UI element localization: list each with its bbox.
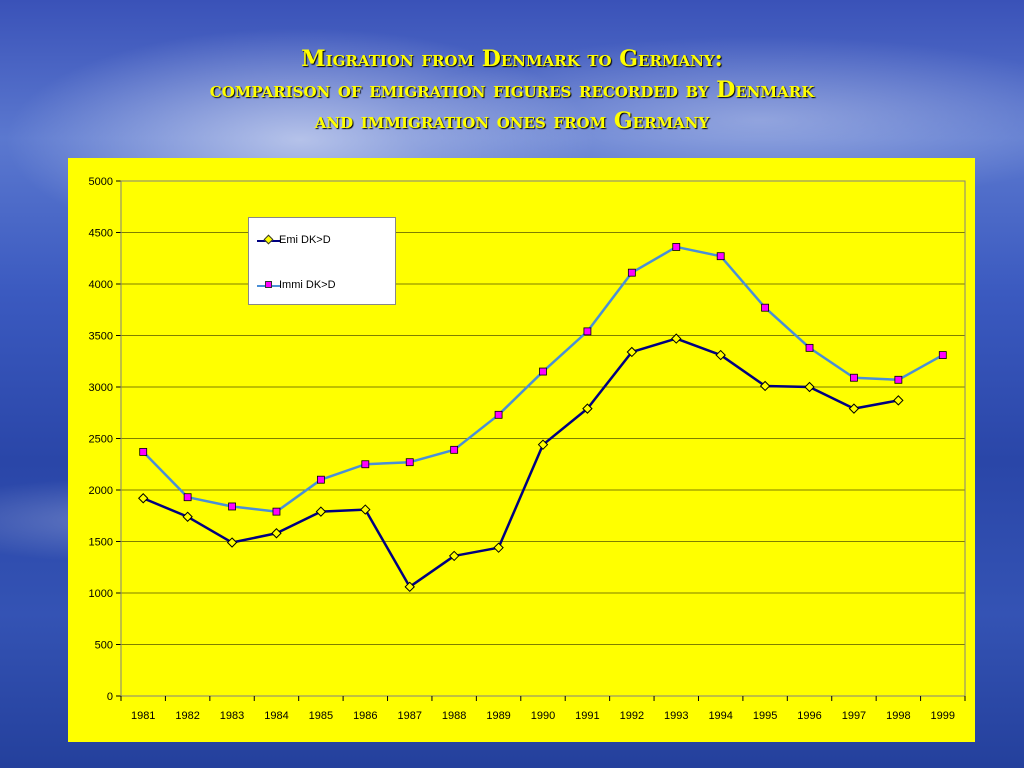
- legend-immi-marker: [265, 281, 272, 288]
- series-line-emi: [142, 337, 899, 589]
- data-point-emi: [671, 333, 682, 344]
- y-tick-label: 500: [95, 640, 113, 652]
- x-tick-label: 1993: [664, 710, 688, 722]
- chart-title-line-3: and immigration ones from Germany: [314, 108, 710, 134]
- y-tick-label: 5000: [89, 176, 113, 188]
- legend-immi-label: Immi DK>D: [279, 279, 336, 291]
- data-point-emi: [448, 550, 460, 562]
- data-point-immi: [450, 445, 459, 454]
- data-point-emi: [893, 395, 904, 406]
- data-point-immi: [938, 351, 947, 359]
- y-tick-label: 1500: [89, 537, 113, 549]
- data-point-emi: [226, 537, 238, 548]
- y-tick-label: 3500: [89, 331, 113, 343]
- x-tick-label: 1982: [175, 710, 199, 722]
- data-point-emi: [271, 528, 282, 539]
- x-tick-label: 1986: [353, 710, 377, 722]
- data-point-immi: [850, 373, 858, 382]
- chart-title: Migration from Denmark to Germany: compa…: [0, 44, 1024, 137]
- y-tick-label: 1000: [89, 588, 113, 600]
- data-point-emi: [626, 346, 638, 358]
- data-point-immi: [627, 268, 636, 277]
- x-tick-label: 1996: [797, 710, 821, 722]
- x-tick-label: 1987: [397, 710, 421, 722]
- data-point-immi: [405, 458, 414, 467]
- data-point-immi: [805, 343, 814, 352]
- data-point-immi: [183, 493, 192, 502]
- data-point-emi: [759, 380, 771, 392]
- x-tick-label: 1981: [131, 710, 155, 722]
- data-point-emi: [537, 439, 549, 450]
- data-point-immi: [583, 327, 592, 336]
- y-tick-label: 3000: [89, 382, 113, 394]
- data-point-emi: [315, 506, 327, 517]
- y-tick-label: 2500: [89, 434, 113, 446]
- data-point-immi: [672, 243, 681, 251]
- x-tick-label: 1991: [575, 710, 599, 722]
- x-tick-label: 1999: [931, 710, 955, 722]
- data-point-emi: [404, 581, 415, 593]
- y-tick-label: 4000: [89, 279, 113, 291]
- x-tick-label: 1989: [486, 710, 510, 722]
- data-point-immi: [894, 375, 903, 384]
- data-point-immi: [494, 410, 503, 419]
- x-tick-label: 1992: [620, 710, 644, 722]
- x-tick-label: 1995: [753, 710, 777, 722]
- x-tick-label: 1983: [220, 710, 244, 722]
- data-point-immi: [539, 367, 547, 376]
- x-tick-label: 1990: [531, 710, 555, 722]
- data-point-emi: [138, 493, 149, 504]
- x-tick-label: 1997: [842, 710, 866, 722]
- x-tick-label: 1985: [309, 710, 333, 722]
- plot-area-border: [120, 180, 966, 697]
- data-point-emi: [715, 349, 726, 361]
- data-point-immi: [361, 460, 370, 469]
- x-tick-label: 1998: [886, 710, 910, 722]
- data-point-emi: [493, 542, 504, 553]
- chart-title-line-1: Migration from Denmark to Germany:: [301, 46, 723, 72]
- data-point-immi: [716, 252, 725, 261]
- chart-title-line-2: comparison of emigration figures recorde…: [209, 77, 815, 103]
- y-tick-label: 2000: [89, 485, 113, 497]
- x-tick-label: 1988: [442, 710, 466, 722]
- data-point-immi: [228, 502, 236, 511]
- y-tick-label: 0: [107, 691, 113, 703]
- data-point-immi: [272, 507, 281, 516]
- data-point-emi: [848, 403, 860, 414]
- x-tick-label: 1984: [264, 710, 288, 722]
- data-point-emi: [582, 403, 593, 414]
- y-tick-label: 4500: [89, 228, 113, 240]
- legend-emi-marker: [263, 234, 274, 245]
- data-point-emi: [360, 504, 371, 515]
- data-point-immi: [139, 447, 148, 456]
- data-point-immi: [316, 475, 325, 484]
- data-point-emi: [182, 511, 193, 522]
- data-point-immi: [761, 303, 770, 312]
- legend-emi-label: Emi DK>D: [279, 234, 331, 246]
- data-point-emi: [804, 381, 815, 393]
- x-tick-label: 1994: [708, 710, 732, 722]
- chart-legend: Emi DK>D Immi DK>D: [248, 217, 396, 305]
